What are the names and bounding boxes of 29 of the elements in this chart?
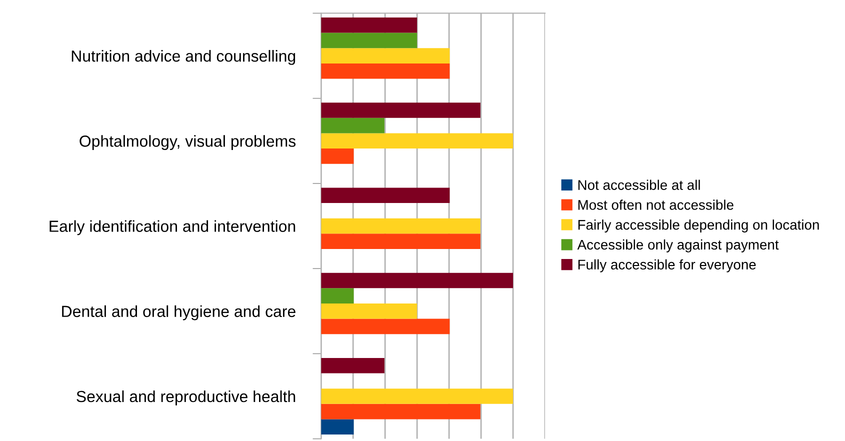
legend-label: Most often not accessible	[578, 200, 734, 210]
bar	[321, 404, 480, 420]
y-tick-label: Ophtalmology, visual problems	[80, 135, 296, 150]
legend-label: Fully accessible for everyone	[578, 259, 756, 272]
legend-label: Fairly accessible depending on location	[578, 220, 819, 232]
y-tick-label: Sexual and reproductive health	[76, 390, 296, 406]
bar	[321, 32, 418, 48]
bar	[321, 234, 480, 249]
y-tick-label: Dental and oral hygiene and care	[62, 305, 296, 320]
bar	[321, 218, 480, 234]
y-tick-label: Nutrition advice and counselling	[72, 50, 296, 65]
bar	[321, 17, 418, 33]
y-tick-label: Early identification and intervention	[50, 220, 296, 236]
bar	[321, 358, 384, 374]
bar	[321, 118, 384, 134]
bar	[321, 133, 514, 149]
bar	[321, 188, 450, 204]
legend-label: Not accessible at all	[578, 180, 700, 190]
bar	[321, 48, 450, 64]
legend-label: Accessible only against payment	[577, 239, 779, 252]
bar	[321, 288, 354, 304]
bar	[321, 63, 450, 79]
bar	[321, 388, 514, 404]
bar	[321, 419, 354, 435]
bar	[321, 102, 480, 118]
bar	[321, 303, 418, 319]
bar	[321, 148, 354, 164]
bar	[321, 272, 514, 288]
bar	[321, 318, 450, 334]
